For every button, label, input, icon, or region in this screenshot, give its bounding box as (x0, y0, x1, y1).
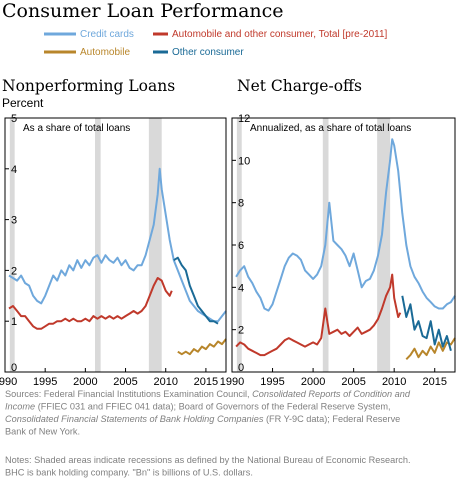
y-tick-label: 0 (238, 362, 244, 374)
unit-label: Percent (2, 96, 44, 110)
y-tick-label: 4 (238, 282, 244, 294)
y-tick-label: 2 (11, 265, 17, 277)
x-tick-label: 1990 (0, 376, 17, 388)
series-line-automobile (177, 338, 227, 356)
panel-annotation: Annualized, as a share of total loans (250, 123, 411, 134)
x-tick-label: 2000 (73, 376, 97, 388)
x-tick-label: 2015 (194, 376, 218, 388)
panel-title-net-chargeoffs: Net Charge-offs (237, 77, 362, 95)
series-line-other-consumer (173, 256, 219, 325)
x-tick-label: 2010 (153, 376, 177, 388)
figure-title: Consumer Loan Performance (2, 0, 284, 22)
x-tick-label: 2015 (422, 376, 446, 388)
note-line: Notes: Shaded areas indicate recessions … (5, 455, 411, 465)
legend-label-other-consumer: Other consumer (172, 47, 244, 58)
legend-label-auto-other-total: Automobile and other consumer, Total [pr… (172, 29, 388, 40)
series-line-credit-cards (8, 167, 227, 323)
legend: Credit cards Automobile and other consum… (44, 29, 388, 58)
source-line: Bank of New York. (5, 427, 80, 437)
x-tick-label: 2005 (113, 376, 137, 388)
recession-band (148, 118, 162, 372)
source-line: Income (FFIEC 031 and FFIEC 041 data); B… (5, 402, 391, 412)
y-tick-label: 3 (11, 215, 17, 227)
notes-text: Notes: Shaded areas indicate recessions … (5, 455, 411, 478)
y-tick-label: 1 (11, 316, 17, 328)
y-tick-label: 10 (238, 155, 250, 167)
series-line-automobile-and-other-consumer-total-pre-2011 (8, 277, 173, 330)
source-line: Sources: Federal Financial Institutions … (5, 389, 411, 399)
panel-title-nonperforming: Nonperforming Loans (2, 77, 175, 95)
panel-net-charge-offs: 0 2 4 6 8 10 12 1990 1995 2000 2005 2010 2015 Annuali… (220, 113, 456, 388)
sources-text: Sources: Federal Financial Institutions … (5, 389, 411, 437)
series-line-credit-cards (235, 138, 456, 312)
legend-label-automobile: Automobile (80, 47, 130, 58)
panel-annotation: As a share of total loans (23, 123, 130, 134)
x-tick-label: 2005 (341, 376, 365, 388)
y-tick-label: 0 (11, 362, 17, 374)
y-tick-label: 2 (238, 325, 244, 337)
panel-nonperforming-loans: 0 1 2 3 4 5 1990 1995 2000 2005 2010 2015 As a share… (0, 113, 227, 388)
x-tick-label: 1990 (220, 376, 244, 388)
recession-band (9, 118, 15, 372)
y-tick-label: 8 (238, 198, 244, 210)
x-tick-label: 1995 (260, 376, 284, 388)
y-tick-label: 5 (11, 113, 17, 125)
legend-label-credit-cards: Credit cards (80, 29, 134, 40)
recession-band (95, 118, 101, 372)
series-line-automobile-and-other-consumer-total-pre-2011 (235, 273, 402, 357)
x-tick-label: 2000 (301, 376, 325, 388)
x-tick-label: 2010 (382, 376, 406, 388)
series-line-other-consumer (401, 295, 452, 352)
y-tick-label: 4 (11, 164, 17, 176)
note-line: BHC is bank holding company. "Bn" is bil… (5, 468, 253, 478)
y-tick-label: 6 (238, 240, 244, 252)
source-line: Consolidated Financial Statements of Ban… (5, 414, 400, 424)
x-tick-label: 1995 (33, 376, 57, 388)
y-tick-label: 12 (238, 113, 250, 125)
plot-frame (4, 117, 227, 373)
recession-band (236, 118, 242, 372)
series-line-automobile (405, 337, 456, 360)
